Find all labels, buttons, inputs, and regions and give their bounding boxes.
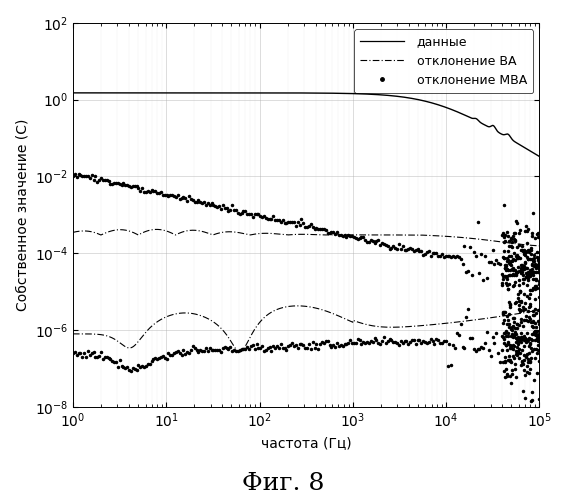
Y-axis label: Собственное значение (С): Собственное значение (С) <box>15 118 29 311</box>
Legend: данные, отклонение ВА, отклонение МВА: данные, отклонение ВА, отклонение МВА <box>354 29 533 93</box>
Text: Фиг. 8: Фиг. 8 <box>242 472 325 495</box>
X-axis label: частота (Гц): частота (Гц) <box>261 436 352 450</box>
